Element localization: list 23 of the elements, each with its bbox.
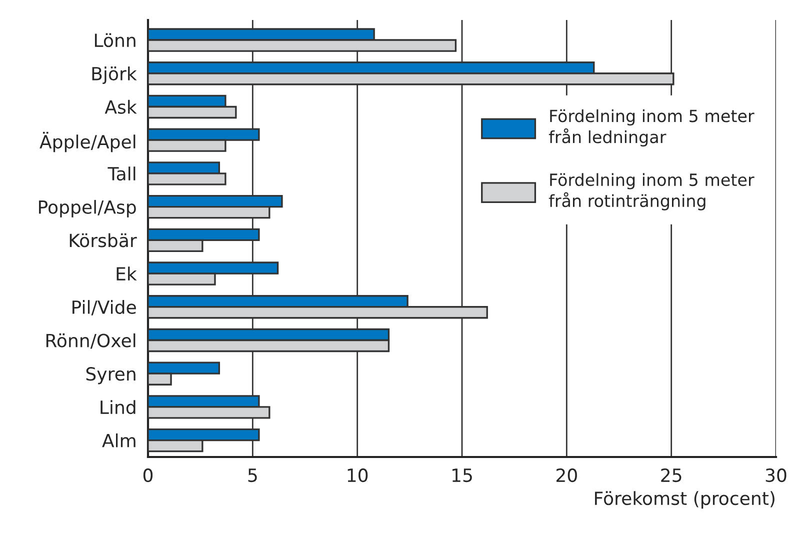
x-tick-label: 25 bbox=[661, 468, 682, 482]
y-tick-label: Lind bbox=[100, 400, 136, 414]
x-tick-label: 15 bbox=[452, 468, 472, 482]
y-tick-label: Poppel/Asp bbox=[39, 200, 136, 218]
y-tick-label: Lönn bbox=[94, 33, 136, 48]
y-tick-label: Rönn/Oxel bbox=[46, 333, 136, 349]
y-tick-label: Körsbär bbox=[70, 233, 137, 248]
x-tick-label: 5 bbox=[248, 468, 257, 482]
y-tick-label: Pil/Vide bbox=[72, 300, 136, 316]
x-axis-title: Förekomst (procent) bbox=[595, 491, 774, 509]
x-tick-label: 30 bbox=[766, 468, 786, 482]
legend-label: Fördelning inom 5 meter från rotinträngning bbox=[548, 173, 754, 210]
y-tick-label: Syren bbox=[86, 367, 136, 384]
x-tick-label: 20 bbox=[556, 468, 577, 482]
y-tick-label: Björk bbox=[92, 66, 137, 84]
legend-label: Fördelning inom 5 meter från ledningar bbox=[548, 109, 754, 147]
y-tick-label: Alm bbox=[102, 433, 136, 448]
y-tick-label: Ask bbox=[104, 100, 137, 114]
x-tick-label: 0 bbox=[143, 468, 153, 482]
y-tick-label: Ek bbox=[116, 266, 137, 280]
y-tick-label: Äpple/Apel bbox=[40, 132, 136, 152]
x-tick-label: 10 bbox=[348, 468, 368, 482]
y-tick-label: Tall bbox=[108, 166, 136, 181]
